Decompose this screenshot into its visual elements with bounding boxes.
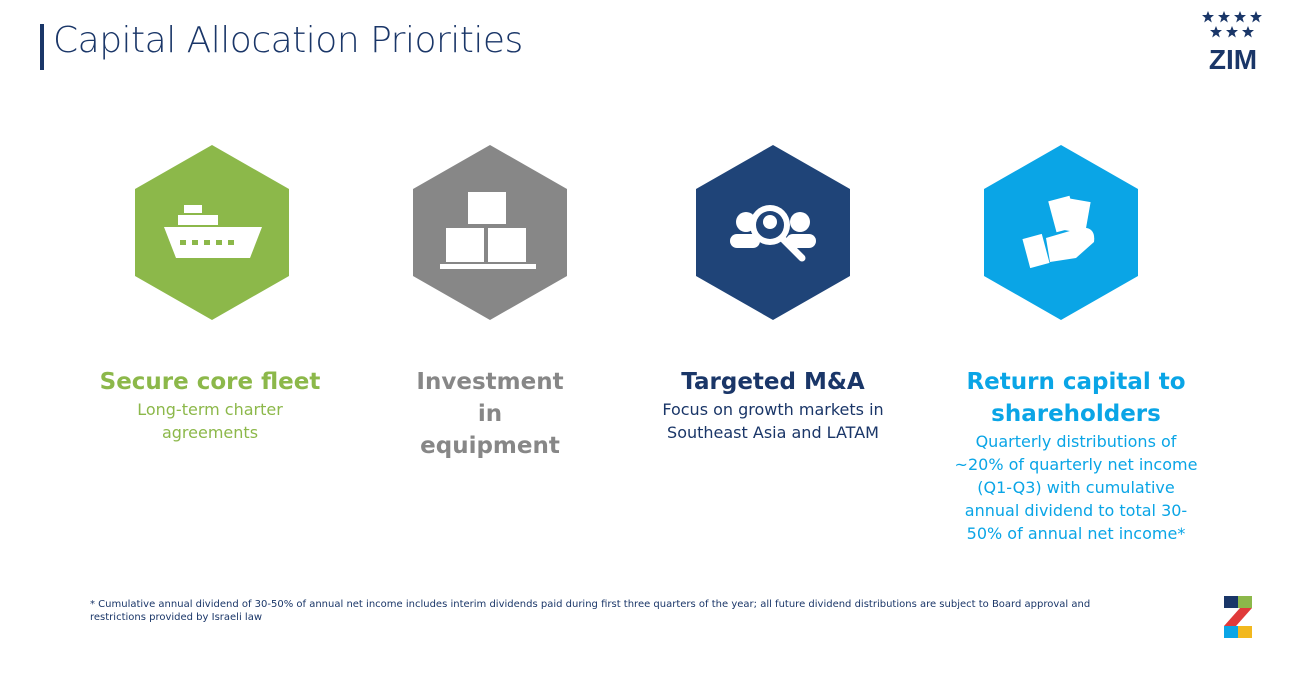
priority: Investment in equipment <box>385 366 595 462</box>
hexagon <box>984 145 1138 320</box>
priority-description: Quarterly distributions of ~20% of quart… <box>954 432 1198 543</box>
money-icon <box>1022 195 1095 269</box>
ship-icon <box>164 205 262 258</box>
logo-text: ZIM <box>1209 44 1257 74</box>
title-bar <box>40 24 44 70</box>
priority: Targeted M&A Focus on growth markets in … <box>648 366 898 444</box>
priority: Return capital to shareholders Quarterly… <box>951 366 1201 545</box>
priority: Secure core fleet Long-term charter agre… <box>85 366 335 444</box>
boxes-icon <box>440 192 536 269</box>
priority-title: Return capital to shareholders <box>966 369 1186 427</box>
mini-logo <box>1224 596 1252 638</box>
priority-description: Focus on growth markets in Southeast Asi… <box>662 400 884 442</box>
priority-title: Targeted M&A <box>681 369 865 395</box>
priority-description: Long-term charter agreements <box>137 400 283 442</box>
priority-title: Investment in equipment <box>416 369 564 459</box>
icons <box>135 145 1138 320</box>
logo: ZIM <box>1202 11 1262 74</box>
search-icon <box>730 205 816 262</box>
footnote: * Cumulative annual dividend of 30-50% o… <box>90 599 1091 623</box>
priority-title: Secure core fleet <box>99 369 321 395</box>
page-title: Capital Allocation Priorities <box>53 20 523 61</box>
